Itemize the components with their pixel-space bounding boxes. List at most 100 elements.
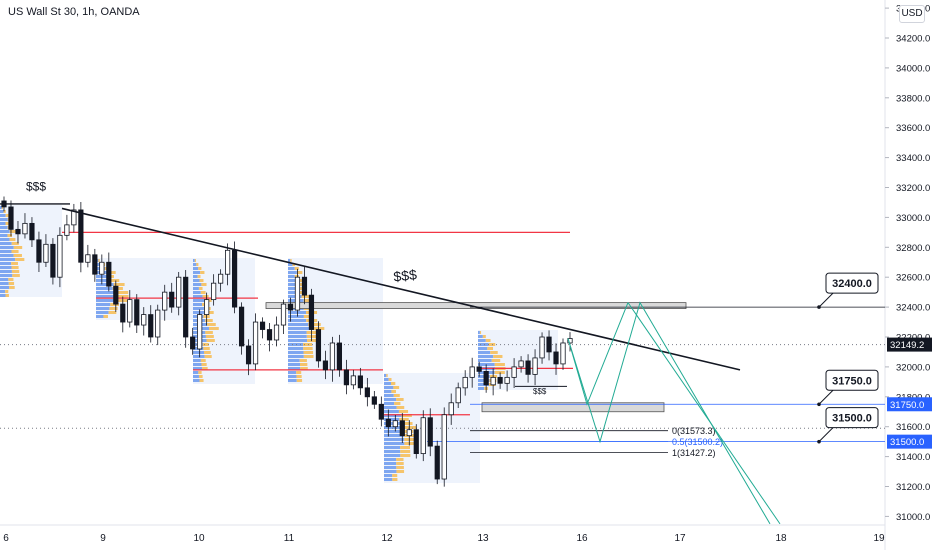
candle-down xyxy=(169,291,175,308)
vp-bar-up xyxy=(384,438,405,441)
vp-bar-down xyxy=(401,414,412,417)
candle-down xyxy=(120,303,126,323)
y-tick-label: 33200.0 xyxy=(896,183,930,194)
vp-bar-down xyxy=(300,367,308,370)
vp-bar-down xyxy=(303,347,313,350)
candle xyxy=(211,274,217,306)
vp-bar-down xyxy=(396,462,404,465)
candle-up xyxy=(57,234,63,278)
vp-bar-down xyxy=(201,283,207,286)
vp-bar-up xyxy=(384,466,397,469)
candle-up xyxy=(85,254,91,263)
vp-bar-up xyxy=(0,226,8,229)
price-tag-bg xyxy=(887,397,932,412)
vp-bar-up xyxy=(0,270,12,273)
candle xyxy=(315,321,322,368)
candle-up xyxy=(532,357,538,375)
vp-bar-up xyxy=(0,214,6,217)
vp-bar-down xyxy=(11,270,20,273)
vp-bar-down xyxy=(206,339,215,342)
vp-bar-down xyxy=(400,450,411,453)
y-tick-label: 32400.0 xyxy=(896,303,930,314)
vp-bar-up xyxy=(288,283,300,286)
candle xyxy=(43,234,49,268)
candle xyxy=(399,413,405,443)
vp-bar-down xyxy=(5,290,9,293)
vp-bar-down xyxy=(108,271,116,274)
vp-bar-down xyxy=(306,331,318,334)
x-tick-label: 11 xyxy=(284,533,295,544)
x-tick-label: 17 xyxy=(674,533,686,544)
x-tick-label: 18 xyxy=(775,533,787,544)
vp-bar-down xyxy=(296,271,303,274)
vp-bar-up xyxy=(0,286,10,289)
candle xyxy=(120,296,126,333)
candle-down xyxy=(245,345,252,365)
vp-bar-up xyxy=(0,234,8,237)
vp-bar-up xyxy=(478,335,483,338)
price-tag: 31500.0 xyxy=(887,434,932,449)
candle-down xyxy=(553,351,559,365)
vp-bar-up xyxy=(478,387,485,390)
candle-down xyxy=(78,209,84,263)
currency-button[interactable]: USD xyxy=(899,5,925,23)
vp-bar-up xyxy=(96,263,102,266)
candle-down xyxy=(36,239,42,263)
vp-bar-down xyxy=(9,286,15,289)
candle-up xyxy=(392,420,398,428)
candle xyxy=(36,231,42,272)
vp-bar-up xyxy=(288,363,301,366)
vp-bar-up xyxy=(384,474,393,477)
candle xyxy=(434,440,440,485)
candle xyxy=(357,367,363,395)
candle xyxy=(162,284,168,321)
candle-down xyxy=(357,375,363,389)
candle xyxy=(371,390,377,409)
price-tag-bg xyxy=(887,434,932,449)
vp-bar-up xyxy=(193,359,201,362)
vp-bar-down xyxy=(494,363,505,366)
candle xyxy=(176,271,182,316)
candle xyxy=(308,288,315,342)
callout-label: 31500.0 xyxy=(832,413,872,425)
candle xyxy=(113,280,119,312)
callout-pointer xyxy=(818,427,834,443)
vp-bar-down xyxy=(301,295,310,298)
candle xyxy=(15,220,21,244)
candle-down xyxy=(364,387,370,398)
vp-bar-up xyxy=(384,430,403,433)
candle-down xyxy=(231,249,238,308)
candle-down xyxy=(497,376,503,384)
vp-bar-down xyxy=(9,230,16,233)
candle-up xyxy=(280,303,287,326)
vp-bar-down xyxy=(113,283,125,286)
vp-bar-up xyxy=(384,418,400,421)
annotation-label: $$$ xyxy=(393,266,418,284)
vp-bar-up xyxy=(384,462,397,465)
vp-bar-up xyxy=(0,278,9,281)
candle-down xyxy=(15,228,21,235)
projection-path xyxy=(567,301,771,525)
candle xyxy=(294,268,301,317)
vp-bar-down xyxy=(482,335,486,338)
vp-bar-up xyxy=(478,355,494,358)
candle xyxy=(141,307,147,336)
vp-bar-up xyxy=(193,263,197,266)
candle-up xyxy=(43,243,49,263)
candle xyxy=(462,370,468,396)
y-tick-label: 33000.0 xyxy=(896,213,930,224)
vp-bar-down xyxy=(200,291,206,294)
candle xyxy=(225,243,231,286)
y-tick-label: 33800.0 xyxy=(896,93,930,104)
vp-bar-up xyxy=(288,291,300,294)
vp-bar-down xyxy=(310,327,325,330)
vp-bar-down xyxy=(5,214,10,217)
vp-bar-up xyxy=(288,259,291,262)
projection-path xyxy=(627,302,781,525)
vp-bar-up xyxy=(288,315,304,318)
vp-bar-down xyxy=(493,355,503,358)
vp-bar-down xyxy=(296,371,302,374)
candle xyxy=(99,254,105,285)
vp-bar-up xyxy=(0,222,6,225)
